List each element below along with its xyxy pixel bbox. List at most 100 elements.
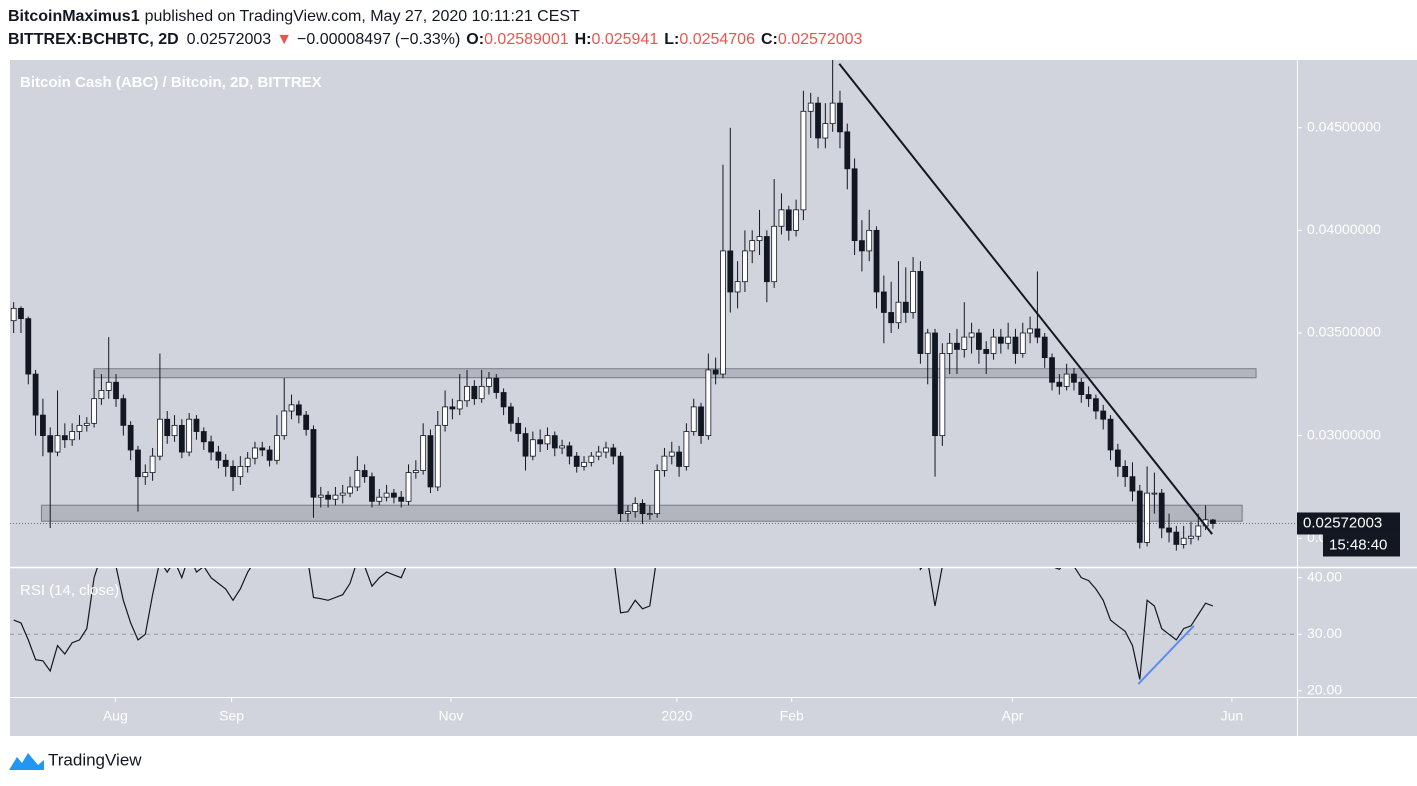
published: published on TradingView.com, May 27, 20… xyxy=(145,8,580,25)
candle-body xyxy=(281,410,288,437)
candle-body xyxy=(295,404,302,416)
chart-title: Bitcoin Cash (ABC) / Bitcoin, 2D, BITTRE… xyxy=(20,74,322,91)
candle-body xyxy=(178,424,185,453)
candle-body xyxy=(354,470,361,488)
candle-body xyxy=(310,429,317,498)
last-price: 0.02572003 xyxy=(187,31,272,48)
candle-body xyxy=(113,381,119,400)
candle-body xyxy=(1195,525,1202,537)
chart-background xyxy=(10,60,1417,736)
candle-body xyxy=(829,102,836,125)
change: −0.00008497 xyxy=(297,31,391,48)
candle-body xyxy=(646,513,653,516)
candle-body xyxy=(442,406,448,426)
candle-body xyxy=(851,168,858,242)
candle-body xyxy=(800,110,807,211)
logo: TradingView xyxy=(9,750,142,770)
candle-body xyxy=(1056,381,1063,387)
candle-body xyxy=(976,332,982,350)
candle-body xyxy=(807,102,814,112)
candle-body xyxy=(720,250,726,375)
candle-body xyxy=(1085,394,1092,400)
candle-body xyxy=(1114,449,1121,467)
open: 0.02589001 xyxy=(484,31,569,48)
candle-body xyxy=(1034,328,1041,338)
rsi-tick-label: 40.00 xyxy=(1307,568,1342,584)
candle-body xyxy=(771,225,778,283)
l-label: L: xyxy=(664,31,679,48)
countdown: 15:48:40 xyxy=(1329,536,1387,553)
candle-body xyxy=(105,381,112,391)
close: 0.02572003 xyxy=(778,31,863,48)
candle-body xyxy=(398,496,405,502)
high: 0.025941 xyxy=(592,31,659,48)
candle-body xyxy=(793,209,799,231)
candle-body xyxy=(493,377,500,393)
candle-body xyxy=(588,455,595,463)
candle-body xyxy=(742,250,748,283)
candle-body xyxy=(515,422,522,434)
x-tick-label: Feb xyxy=(780,708,804,724)
candle-body xyxy=(486,377,492,387)
candle-body xyxy=(215,451,222,461)
candle-body xyxy=(902,301,909,313)
header-line2: BITTREX:BCHBTC, 2D 0.02572003 ▼ −0.00008497… xyxy=(8,31,863,48)
logo-icon xyxy=(9,753,44,770)
candle-body xyxy=(954,342,960,350)
candle-body xyxy=(69,431,76,441)
candle-body xyxy=(573,455,580,467)
candle-body xyxy=(135,449,141,478)
candle-body xyxy=(625,511,631,515)
candle-body xyxy=(763,236,770,283)
candle-body xyxy=(961,336,968,350)
candle-body xyxy=(1107,418,1114,451)
candle-body xyxy=(32,373,39,416)
candle-body xyxy=(193,418,200,432)
y-tick-label: 0.03000000 xyxy=(1307,426,1381,442)
candle-body xyxy=(434,424,441,488)
candle-body xyxy=(18,307,24,320)
brand: TradingView xyxy=(48,750,142,769)
candle-body xyxy=(690,406,697,432)
candle-body xyxy=(252,447,258,459)
y-tick-label: 0.03500000 xyxy=(1307,324,1381,340)
candle-body xyxy=(1188,535,1194,539)
candle-body xyxy=(522,433,529,457)
candle-body xyxy=(1210,519,1216,524)
candle-body xyxy=(157,418,163,457)
countdown-box xyxy=(1323,534,1400,557)
c-label: C: xyxy=(761,31,778,48)
candle-body xyxy=(727,250,734,293)
candle-body xyxy=(420,435,427,471)
candle-body xyxy=(705,369,712,437)
last-price-box xyxy=(1297,512,1400,535)
rsi-trendline xyxy=(1137,625,1195,685)
candle-body xyxy=(325,494,331,500)
candle-body xyxy=(676,451,682,467)
x-tick-label: Apr xyxy=(1002,708,1024,724)
candle-body xyxy=(47,435,54,453)
candle-body xyxy=(391,492,397,498)
candle-body xyxy=(837,102,843,133)
candle-body xyxy=(427,435,434,488)
candle-body xyxy=(449,406,456,410)
candle-body xyxy=(1063,373,1070,387)
candle-body xyxy=(910,271,916,313)
x-tick-label: Jun xyxy=(1221,708,1244,724)
candle-body xyxy=(595,451,602,457)
candle-body xyxy=(244,457,251,467)
candle-body xyxy=(200,431,207,443)
candle-body xyxy=(756,236,763,242)
candle-body xyxy=(508,406,514,424)
y-tick-label: 0.04500000 xyxy=(1307,118,1381,134)
candle-body xyxy=(632,502,639,512)
candle-body xyxy=(464,385,470,402)
candle-body xyxy=(339,492,346,496)
o-label: O: xyxy=(466,31,484,48)
candle-body xyxy=(880,291,887,313)
candle-body xyxy=(186,418,193,453)
candle-body xyxy=(98,390,105,400)
candle-body xyxy=(983,349,990,354)
candle-body xyxy=(76,424,83,432)
candle-body xyxy=(712,369,719,375)
